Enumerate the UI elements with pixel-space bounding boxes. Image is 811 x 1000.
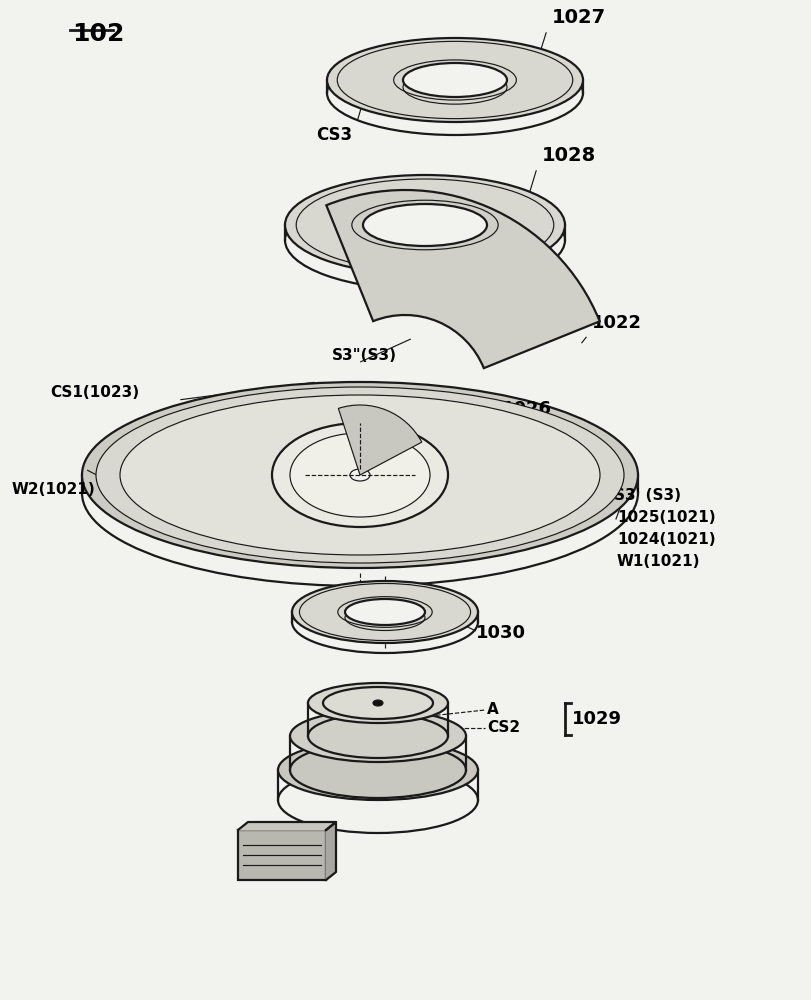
Ellipse shape <box>292 581 478 643</box>
Text: 1026: 1026 <box>501 400 551 418</box>
Text: W2(1021): W2(1021) <box>12 483 96 497</box>
Text: 1024(1021): 1024(1021) <box>616 532 714 546</box>
Ellipse shape <box>96 387 623 563</box>
Text: S3"(S3): S3"(S3) <box>332 348 397 363</box>
Text: 1028: 1028 <box>541 146 595 165</box>
Text: 1025(1021): 1025(1021) <box>616 510 714 524</box>
Text: W1(1021): W1(1021) <box>616 554 700 568</box>
Text: 1022: 1022 <box>591 314 642 332</box>
Wedge shape <box>338 405 421 475</box>
Ellipse shape <box>290 433 430 517</box>
Ellipse shape <box>290 710 466 762</box>
Text: S3' (S3): S3' (S3) <box>613 488 680 502</box>
Ellipse shape <box>285 175 564 275</box>
Text: 1030: 1030 <box>475 624 526 642</box>
Ellipse shape <box>120 395 599 555</box>
Text: $\theta$: $\theta$ <box>241 473 255 491</box>
Ellipse shape <box>277 740 478 800</box>
Wedge shape <box>326 190 599 368</box>
Text: S1: S1 <box>168 519 191 537</box>
Ellipse shape <box>272 423 448 527</box>
Text: A: A <box>487 702 498 717</box>
Ellipse shape <box>350 469 370 481</box>
Polygon shape <box>238 822 336 830</box>
Ellipse shape <box>327 38 582 122</box>
Text: 1027: 1027 <box>551 8 605 27</box>
Ellipse shape <box>82 382 637 568</box>
Text: CS3: CS3 <box>315 126 351 144</box>
Text: 102: 102 <box>72 22 124 46</box>
Ellipse shape <box>363 204 487 246</box>
Polygon shape <box>325 822 336 880</box>
Ellipse shape <box>402 63 506 97</box>
Text: CS2: CS2 <box>487 720 520 735</box>
Ellipse shape <box>372 700 383 706</box>
Text: CS1(1023): CS1(1023) <box>50 385 139 400</box>
FancyBboxPatch shape <box>238 830 325 880</box>
Ellipse shape <box>323 687 432 719</box>
Ellipse shape <box>307 683 448 723</box>
Text: S2: S2 <box>193 446 217 464</box>
Ellipse shape <box>345 599 424 625</box>
Text: 1029: 1029 <box>571 710 621 728</box>
